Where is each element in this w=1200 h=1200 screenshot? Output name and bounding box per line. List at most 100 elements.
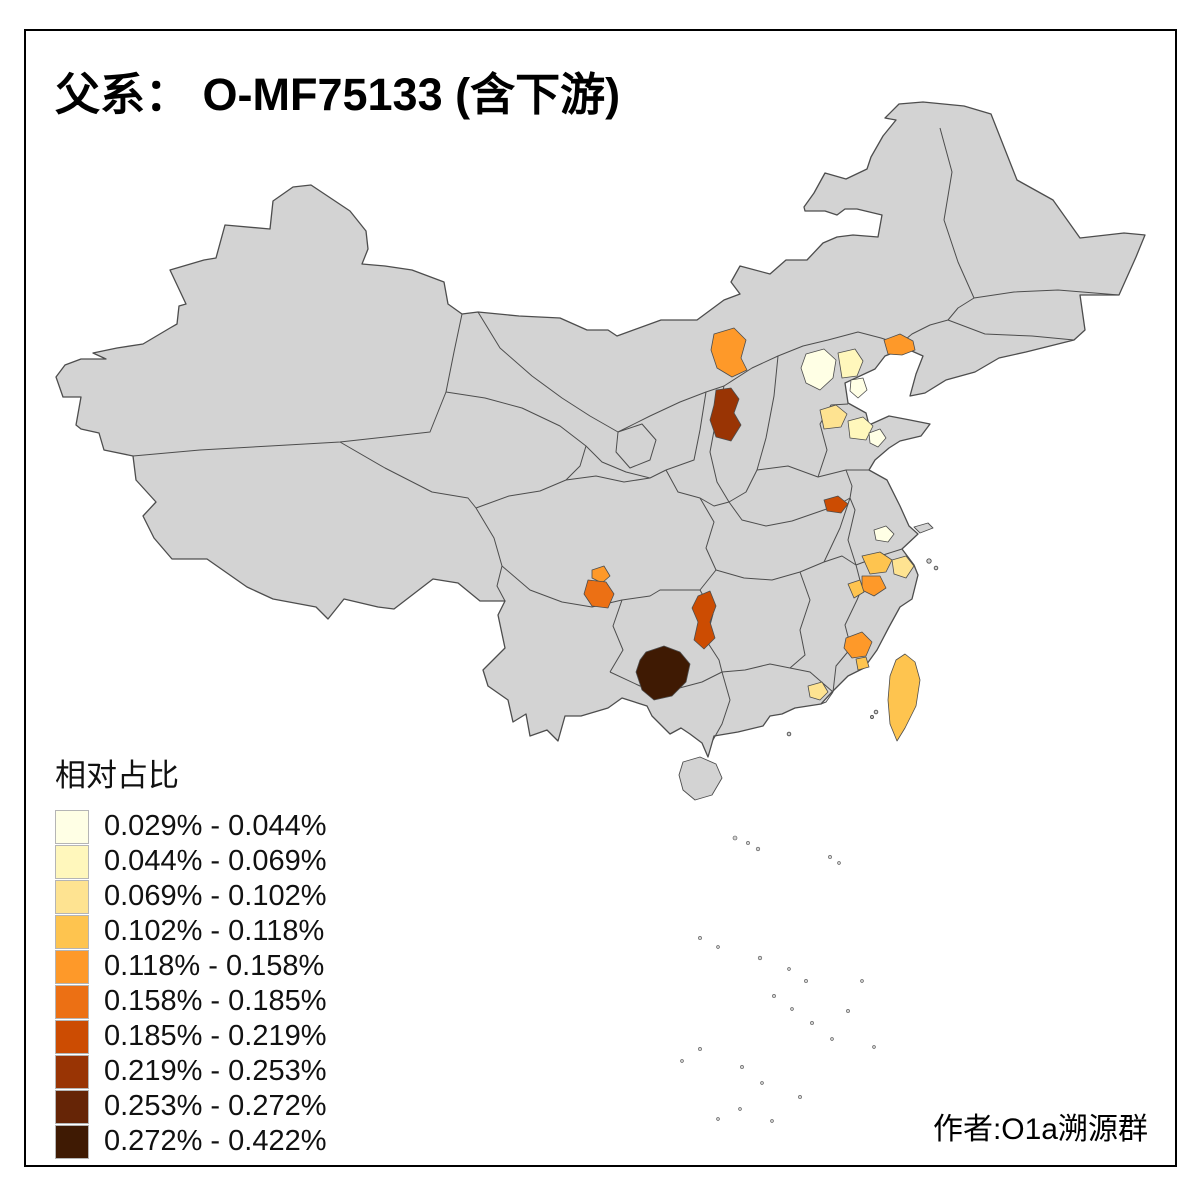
province-border-line [939,127,975,299]
islet [810,1021,814,1025]
legend-label: 0.069% - 0.102% [104,880,327,912]
legend-row: 0.253% - 0.272% [55,1089,326,1124]
map-region-south-jiangsu [873,525,895,543]
province-border-line [899,297,975,345]
map-region-southeast-guizhou [635,645,691,701]
islet [772,994,776,998]
map-region-central-shanxi [709,387,742,442]
legend-title: 相对占比 [55,758,179,793]
islet [746,841,750,845]
map-region-chongqing-hunan-border [691,590,717,650]
map-region-ne-of-beijing [837,348,864,379]
province-border-line [820,691,834,705]
islet [680,1059,684,1063]
legend-row: 0.118% - 0.158% [55,949,326,984]
map-region-nw-hebei [710,327,748,378]
province-border-line [721,663,791,673]
legend-swatch [55,1054,89,1089]
islet [798,1095,802,1099]
legend-row: 0.102% - 0.118% [55,914,326,949]
map-region-tianjin-langfang [849,377,868,399]
zhoushan-islands [926,558,932,564]
map-region-east-guangdong [807,681,829,701]
map-region-south-fujian [855,656,870,671]
islet [787,967,791,971]
map-region-ne-zhejiang [891,555,915,579]
map-region-north-guizhou [583,579,615,609]
legend-label: 0.253% - 0.272% [104,1090,327,1122]
penghu-islands [873,709,879,715]
legend-row: 0.069% - 0.102% [55,879,326,914]
penghu-islands [870,715,874,719]
legend-label: 0.029% - 0.044% [104,810,327,842]
legend-row: 0.185% - 0.219% [55,1019,326,1054]
map-region-north-zhejiang [861,551,893,575]
china-mainland [55,101,1146,758]
islet [872,1045,876,1049]
province-border-line [665,391,707,471]
province-border-line [845,469,857,566]
islet [740,1065,744,1069]
pearl-delta-islet [786,731,792,737]
legend-swatch [55,1089,89,1124]
legend-row: 0.272% - 0.422% [55,1124,326,1159]
province-border-line [715,561,825,581]
islet [828,855,832,859]
province-border-line [609,599,624,673]
province-border-line [789,571,811,669]
legend-label: 0.185% - 0.219% [104,1020,327,1052]
legend-row: 0.044% - 0.069% [55,844,326,879]
map-region-taiwan [887,653,921,742]
south-china-sea-islands [680,835,876,1123]
map-legend: 相对占比 0.029% - 0.044% 0.044% - 0.069% 0.0… [55,750,326,1159]
legend-row: 0.219% - 0.253% [55,1054,326,1089]
islet [830,1037,834,1041]
islet [755,846,761,852]
islet [732,835,738,841]
map-region-beijing [800,348,837,391]
province-border-line [973,289,1120,299]
legend-swatch [55,844,89,879]
map-region-west-liaoning [883,333,916,356]
zhoushan-islands [933,565,939,571]
province-border-line [699,497,717,591]
province-border-line [947,319,1075,341]
islet [716,945,720,949]
legend-label: 0.272% - 0.422% [104,1125,327,1157]
legend-swatch [55,879,89,914]
islet [790,1007,794,1011]
islet [716,1117,720,1121]
islet [860,979,864,983]
legend-swatch [55,914,89,949]
province-border-line [823,497,851,563]
legend-swatch [55,809,89,844]
legend-swatch [55,949,89,984]
map-region-south-sichuan [591,565,611,584]
author-credit: 作者:O1a溯源群 [932,1113,1148,1146]
map-region-coastal-fujian [843,631,873,659]
map-region-north-anhui [823,495,849,514]
legend-row: 0.029% - 0.044% [55,809,326,844]
province-border-line [585,445,667,479]
islet [837,861,841,865]
islet [757,955,763,961]
islet [760,1081,764,1085]
legend-swatch [55,1019,89,1054]
islet [738,1107,742,1111]
islet [698,936,702,940]
province-border-line [728,355,779,503]
province-border-line [615,423,657,469]
province-border-line [712,671,731,741]
islet [804,979,808,983]
colored-regions [583,327,921,742]
legend-swatch [55,984,89,1019]
legend-label: 0.158% - 0.185% [104,985,327,1017]
map-region-east-shandong [868,428,887,448]
province-border-line [565,475,651,483]
legend-label: 0.219% - 0.253% [104,1055,327,1087]
islet [846,1009,850,1013]
legend-row: 0.158% - 0.185% [55,984,326,1019]
plot-frame [24,29,1177,1167]
legend-label: 0.044% - 0.069% [104,845,327,877]
